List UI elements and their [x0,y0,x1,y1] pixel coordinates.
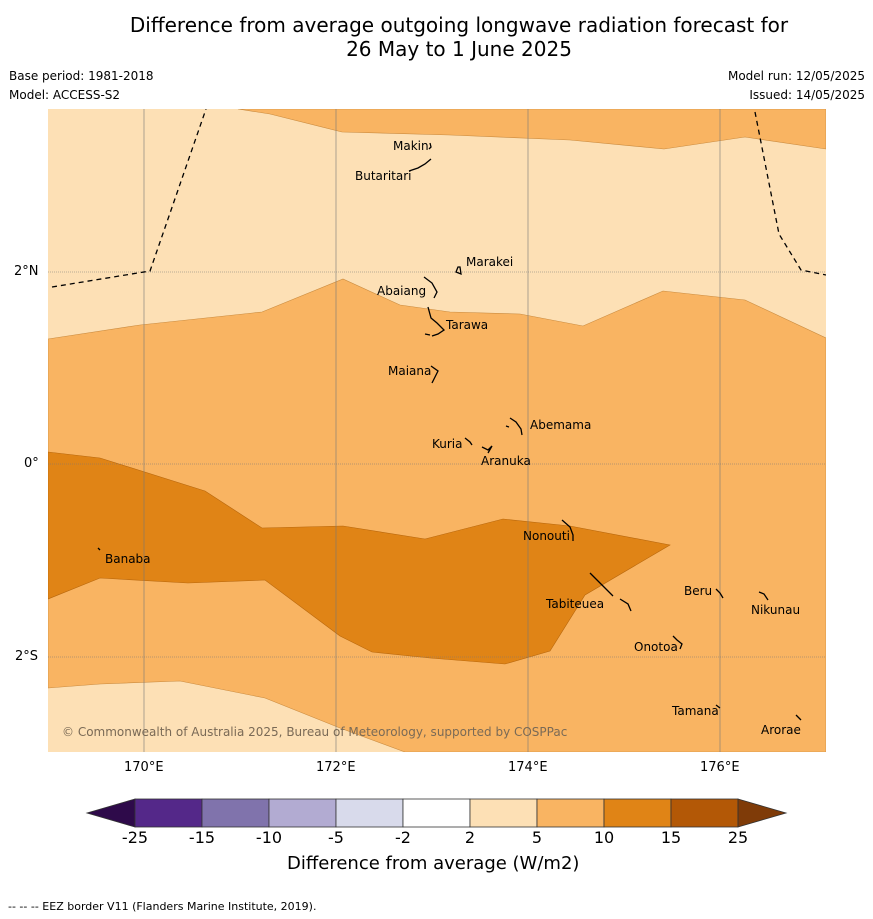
colorbar-title: Difference from average (W/m2) [287,853,580,874]
lat-label-2s: 2°S [15,649,39,664]
lon-label-170e: 170°E [124,760,164,775]
colorbar-label-25: 25 [727,828,749,847]
island-nonouti [561,519,574,541]
label-nikunau: Nikunau [751,603,800,617]
island-tabiteuea [589,572,632,612]
lon-label-172e: 172°E [316,760,356,775]
label-kuria: Kuria [432,437,463,451]
island-abemama [505,417,523,436]
colorbar-segment [469,798,538,828]
label-butaritari: Butaritari [355,169,412,183]
island-tamana [715,704,721,709]
island-butaritari [408,158,432,172]
colorbar-label-5: 5 [531,828,543,847]
label-makin: Makin [393,139,429,153]
colorbar-segment [134,798,203,828]
colorbar-label-neg10: -10 [255,828,283,847]
island-makin [428,142,432,150]
colorbar [85,798,788,828]
island-arorae [795,714,802,721]
map-title-line2: 26 May to 1 June 2025 [346,37,572,61]
colorbar-segment [335,798,404,828]
label-tabiteuea: Tabiteuea [545,597,604,611]
label-maiana: Maiana [388,364,431,378]
label-banaba: Banaba [105,552,151,566]
colorbar-label-neg15: -15 [188,828,216,847]
lon-label-174e: 174°E [508,760,548,775]
map-title-line1: Difference from average outgoing longwav… [129,13,789,37]
colorbar-segment [268,798,337,828]
lat-label-0: 0° [24,456,39,471]
label-abemama: Abemama [530,418,591,432]
colorbar-segment [603,798,672,828]
colorbar-segment [402,798,471,828]
island-nikunau [758,591,769,601]
fill-band-2-to-5-notch [175,746,192,752]
island-aranuka [481,445,493,454]
island-kuria [464,437,473,446]
island-marakei [455,266,462,276]
island-maiana [430,365,439,384]
base-period: Base period: 1981-2018 [9,69,154,83]
colorbar-segment [536,798,605,828]
issued-date: Issued: 14/05/2025 [749,88,865,102]
island-onotoa [672,635,683,650]
model-run: Model run: 12/05/2025 [727,69,865,83]
label-arorae: Arorae [761,723,801,737]
island-labels: Makin Butaritari Marakei Abaiang Tarawa … [105,139,801,737]
fill-band-5-to-10-central [48,278,826,752]
colorbar-extend-low [85,798,136,828]
colorbar-segment [201,798,270,828]
colorbar-label-2: 2 [464,828,476,847]
colorbar-label-neg5: -5 [328,828,344,847]
island-outlines [97,142,802,721]
fill-band-5-to-10-north [237,109,826,150]
label-tamana: Tamana [671,704,719,718]
fill-band-10-to-15 [48,451,671,665]
lon-label-176e: 176°E [700,760,740,775]
model-name: Model: ACCESS-S2 [9,88,121,102]
label-onotoa: Onotoa [634,640,678,654]
label-nonouti: Nonouti [523,529,570,543]
eez-footnote: -- -- -- EEZ border V11 (Flanders Marine… [8,900,317,913]
colorbar-segment [670,798,739,828]
label-marakei: Marakei [466,255,513,269]
colorbar-label-neg2: -2 [395,828,411,847]
colorbar-label-15: 15 [660,828,682,847]
island-tarawa [424,306,446,337]
label-abaiang: Abaiang [377,284,426,298]
island-beru [715,588,724,599]
island-abaiang [423,276,438,299]
graticule [48,109,826,752]
island-banaba [97,547,101,551]
colorbar-extend-high [737,798,788,828]
label-beru: Beru [684,584,712,598]
label-tarawa: Tarawa [445,318,488,332]
label-aranuka: Aranuka [481,454,531,468]
colorbar-label-10: 10 [593,828,615,847]
colorbar-label-neg25: -25 [121,828,149,847]
copyright-text: © Commonwealth of Australia 2025, Bureau… [62,725,567,739]
lat-label-2n: 2°N [14,264,39,279]
eez-border [51,109,826,288]
